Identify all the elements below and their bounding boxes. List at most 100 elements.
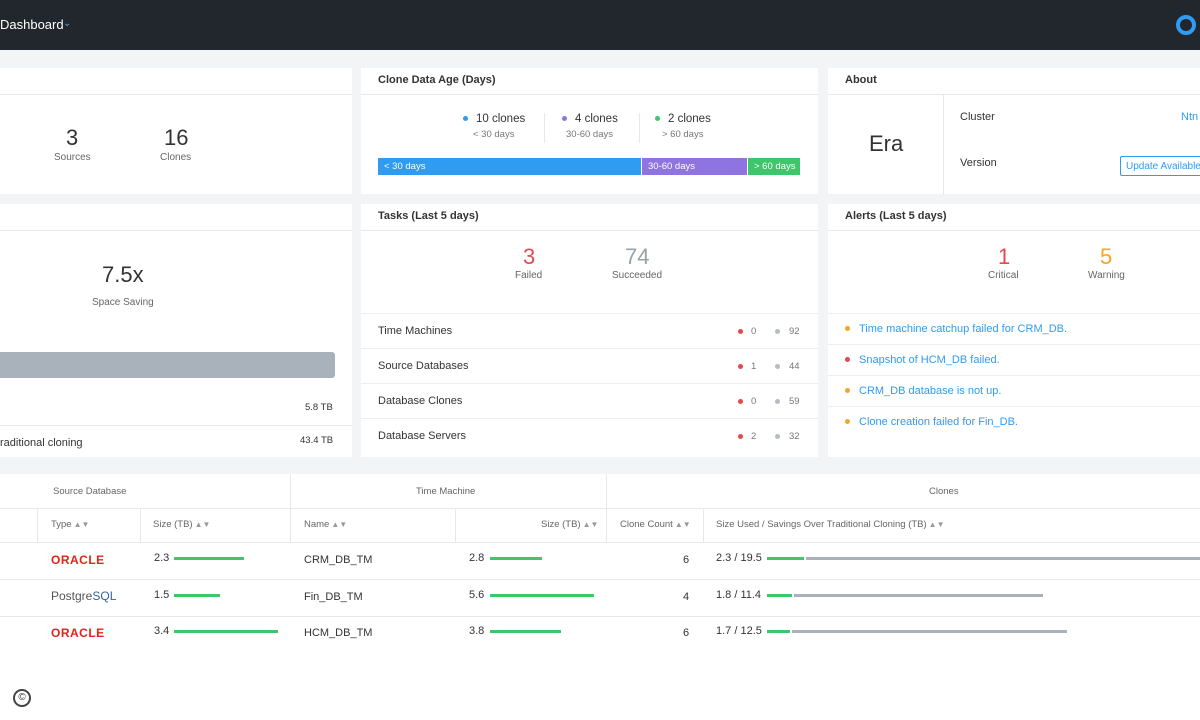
divider (828, 406, 1200, 407)
column-name-label: Name (304, 519, 330, 530)
column-clone-count-label: Clone Count (620, 519, 673, 530)
usage-savings-bar (792, 630, 1067, 633)
source-size-bar (174, 594, 220, 597)
oracle-logo: ORACLE (51, 553, 105, 567)
task-row[interactable]: Source Databases 1 44 (361, 349, 818, 383)
failed-count[interactable]: 3 (523, 244, 536, 269)
chevron-down-icon[interactable]: ⌄ (63, 18, 72, 29)
alert-text[interactable]: Snapshot of HCM_DB failed. (859, 354, 1000, 366)
clone-age-count-2: 4 clones (575, 113, 618, 125)
clone-age-range-1: < 30 days (473, 129, 515, 140)
failed-dot-icon (738, 329, 743, 334)
user-status-icon[interactable] (1176, 15, 1196, 35)
alert-item[interactable]: Time machine catchup failed for CRM_DB. (828, 314, 1200, 344)
column-header-size[interactable]: Size (TB) ▲▼ (153, 519, 210, 530)
divider (943, 95, 944, 194)
task-row-failed: 2 (751, 431, 757, 442)
alert-text[interactable]: Time machine catchup failed for CRM_DB. (859, 323, 1068, 335)
warning-count[interactable]: 5 (1100, 244, 1113, 269)
alert-text[interactable]: CRM_DB database is not up. (859, 385, 1002, 397)
alert-item[interactable]: CRM_DB database is not up. (828, 376, 1200, 406)
task-row-label: Source Databases (378, 360, 469, 372)
source-size: 3.4 (154, 625, 170, 637)
critical-count[interactable]: 1 (998, 244, 1011, 269)
critical-label: Critical (988, 270, 1019, 281)
clone-age-group-1[interactable]: 10 clones < 30 days (463, 113, 543, 140)
clone-age-range-3: > 60 days (662, 129, 704, 140)
task-row-succeeded: 92 (789, 326, 800, 337)
column-type-label: Type (51, 519, 72, 530)
database-table: Source Database Time Machine Clones Type… (0, 474, 1200, 720)
sort-icon: ▲▼ (674, 520, 691, 529)
alert-text[interactable]: Clone creation failed for Fin_DB. (859, 416, 1018, 428)
succeeded-count[interactable]: 74 (625, 244, 650, 269)
clone-data-age-card: Clone Data Age (Days) 10 clones < 30 day… (361, 68, 818, 194)
sort-icon: ▲▼ (73, 520, 90, 529)
task-row[interactable]: Database Servers 2 32 (361, 419, 818, 453)
task-row[interactable]: Time Machines 0 92 (361, 314, 818, 348)
column-header-name[interactable]: Name ▲▼ (304, 519, 347, 530)
column-header-size-used[interactable]: Size Used / Savings Over Traditional Clo… (716, 519, 945, 530)
size-used: 2.3 / 19.5 (716, 552, 762, 564)
sort-icon: ▲▼ (582, 520, 599, 529)
cluster-link[interactable]: Ntn (1181, 111, 1199, 123)
sources-label: Sources (54, 152, 91, 163)
time-machine-name[interactable]: CRM_DB_TM (304, 554, 373, 566)
column-header-tm-size[interactable]: Size (TB) ▲▼ (541, 519, 598, 530)
space-saving-value: 7.5x (102, 262, 144, 287)
about-card: About Era Cluster Ntn Version Update Ava… (828, 68, 1200, 194)
clone-age-count-3: 2 clones (668, 113, 711, 125)
tm-size: 3.8 (469, 625, 485, 637)
clone-age-group-3[interactable]: 2 clones > 60 days (655, 113, 735, 140)
about-title: About (828, 68, 1200, 95)
column-header-clone-count[interactable]: Clone Count ▲▼ (620, 519, 691, 530)
alerts-title: Alerts (Last 5 days) (828, 204, 1200, 231)
postgresql-logo-text-b: SQL (92, 589, 117, 603)
source-size-bar (174, 630, 278, 633)
tasks-title: Tasks (Last 5 days) (361, 204, 818, 231)
purple-dot-icon (562, 116, 567, 122)
traditional-cloning-label: raditional cloning (0, 437, 83, 449)
tasks-card: Tasks (Last 5 days) 3 Failed 74 Succeede… (361, 204, 818, 457)
group-header-time-machine: Time Machine (416, 486, 476, 497)
divider (0, 425, 352, 426)
postgresql-logo: PostgreSQL (51, 589, 116, 603)
sort-icon: ▲▼ (331, 520, 348, 529)
divider (37, 508, 38, 542)
version-label: Version (960, 157, 997, 169)
succeeded-dot-icon (775, 329, 780, 334)
succeeded-dot-icon (775, 364, 780, 369)
divider (639, 113, 640, 143)
space-saving-card: 7.5x Space Saving 5.8 TB raditional clon… (0, 204, 352, 457)
group-header-source: Source Database (53, 486, 127, 497)
update-available-button[interactable]: Update Available (1120, 156, 1200, 176)
task-row-label: Database Clones (378, 395, 463, 407)
usage-used-bar (767, 630, 790, 633)
divider (0, 508, 1200, 509)
alerts-card: Alerts (Last 5 days) 1 Critical 5 Warnin… (828, 204, 1200, 457)
clone-age-group-2[interactable]: 4 clones 30-60 days (562, 113, 642, 140)
clone-data-age-title: Clone Data Age (Days) (361, 68, 818, 95)
task-row-succeeded: 32 (789, 431, 800, 442)
divider (140, 508, 141, 542)
column-header-type[interactable]: Type ▲▼ (51, 519, 89, 530)
warning-dot-icon (845, 388, 850, 393)
time-machine-name[interactable]: HCM_DB_TM (304, 627, 373, 639)
clones-label: Clones (160, 152, 192, 163)
dashboard-menu[interactable]: Dashboard (0, 17, 64, 32)
task-row-failed: 1 (751, 361, 757, 372)
warning-dot-icon (845, 326, 850, 331)
divider (828, 313, 1200, 314)
tm-size-bar (490, 557, 542, 560)
alert-item[interactable]: Snapshot of HCM_DB failed. (828, 345, 1200, 375)
divider (0, 616, 1200, 617)
divider (828, 375, 1200, 376)
time-machine-name[interactable]: Fin_DB_TM (304, 591, 363, 603)
alert-item[interactable]: Clone creation failed for Fin_DB. (828, 407, 1200, 437)
warning-dot-icon (845, 419, 850, 424)
task-row-failed: 0 (751, 396, 757, 407)
task-row[interactable]: Database Clones 0 59 (361, 384, 818, 418)
warning-label: Warning (1088, 270, 1125, 281)
product-name: Era (869, 131, 904, 156)
divider (361, 348, 818, 349)
